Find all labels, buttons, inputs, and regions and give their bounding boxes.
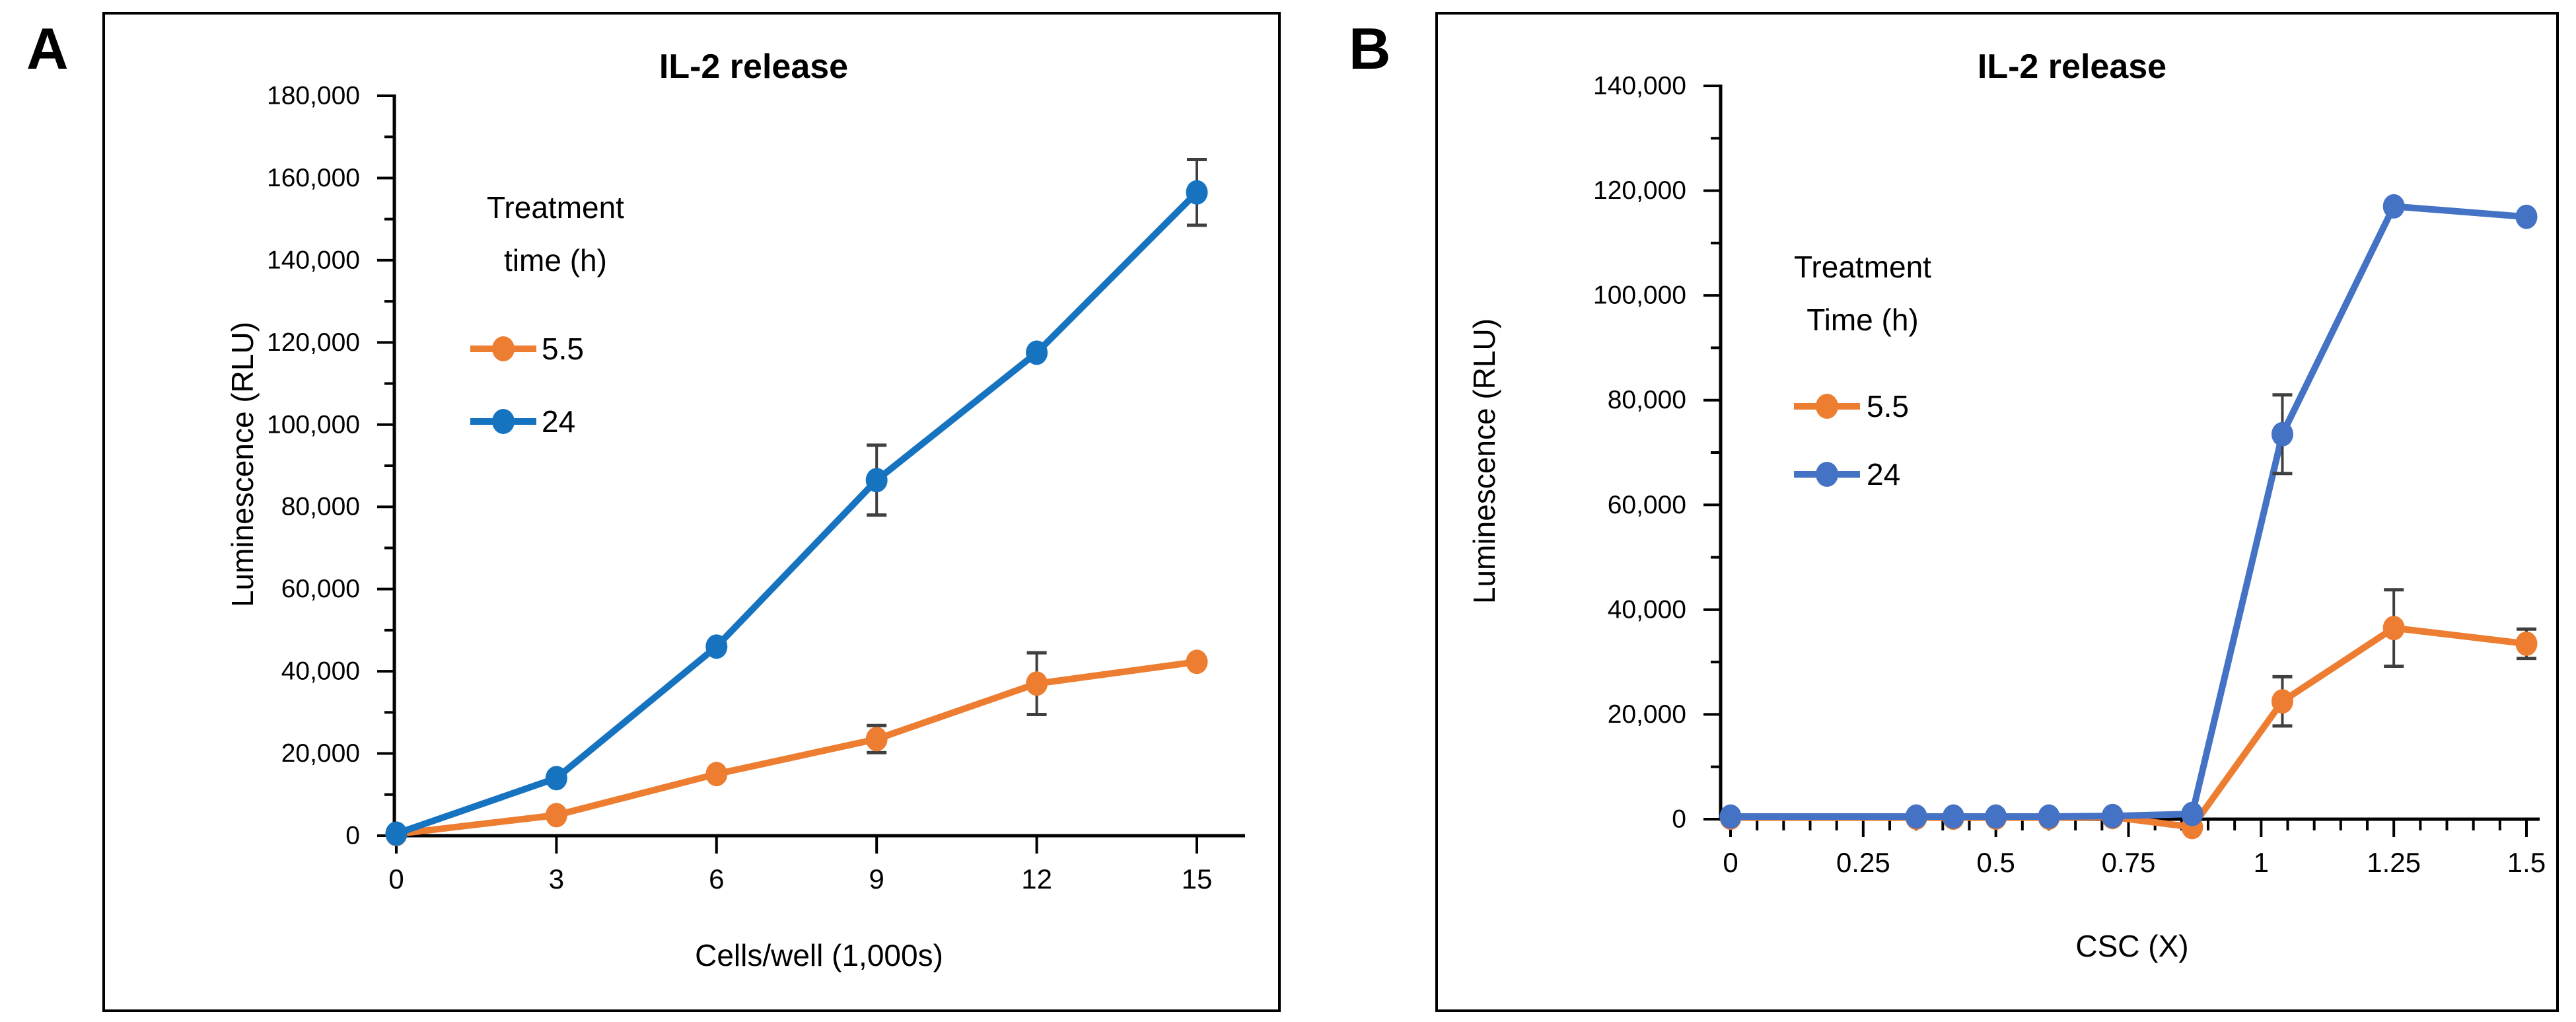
panel-a-y-tick-label: 40,000 [281, 657, 360, 686]
series-24-point [1985, 804, 2007, 829]
series-5.5-point [1026, 671, 1048, 696]
panel-b-y-tick-label: 40,000 [1608, 595, 1686, 624]
series-5.5-point [705, 762, 728, 787]
series-24-point [2101, 803, 2124, 828]
series-24-point [705, 634, 728, 659]
panel-a-y-tick-label: 160,000 [267, 164, 360, 192]
panel-a-y-tick-label: 20,000 [281, 739, 360, 768]
panel-b-y-tick-label: 120,000 [1593, 176, 1686, 205]
panel-b-x-tick-label: 0.75 [2102, 847, 2156, 878]
panel-a-x-tick-label: 12 [1021, 863, 1052, 894]
panel-b-x-tick-label: 0 [1723, 847, 1738, 878]
panel-a-x-tick-label: 3 [549, 863, 564, 894]
panel-b-y-tick-label: 80,000 [1608, 386, 1686, 414]
series-24-point [1942, 804, 1964, 829]
series-24-point [2382, 194, 2405, 219]
panel-a-y-axis-title: Luminescence (RLU) [225, 322, 260, 607]
series-24-point [1186, 180, 1208, 205]
series-24-point [1026, 340, 1048, 365]
panel-b-x-tick-label: 0.25 [1836, 847, 1890, 878]
panel-b-legend-title: Treatment [1794, 250, 1931, 284]
panel-a-frame [102, 12, 1281, 1012]
panel-b-x-tick-label: 1.5 [2507, 847, 2546, 878]
panel-b-y-tick-label: 60,000 [1608, 491, 1686, 519]
panel-a-x-tick-label: 6 [709, 863, 724, 894]
panel-b-y-tick-label: 20,000 [1608, 700, 1686, 729]
panel-a-y-tick-label: 140,000 [267, 246, 360, 274]
panel-b-y-axis-title: Luminescence (RLU) [1467, 318, 1501, 604]
panel-b-y-tick-label: 0 [1672, 805, 1686, 834]
series-5.5-point [2515, 631, 2538, 656]
panel-a-y-tick-label: 60,000 [281, 575, 360, 603]
panel-a-legend-title: time (h) [504, 243, 607, 277]
series-24-point [2271, 421, 2293, 447]
panel-a-x-tick-label: 15 [1182, 863, 1213, 894]
panel-a-x-tick-label: 0 [388, 863, 404, 894]
panel-a-x-tick-label: 9 [869, 863, 884, 894]
series-24-point [1905, 804, 1927, 829]
panel-b-legend-label: 5.5 [1867, 389, 1909, 423]
series-24-line [1731, 203, 2527, 821]
panel-a-y-tick-label: 100,000 [267, 410, 360, 439]
series-24-point [545, 766, 567, 791]
panel-b-chart-title: IL-2 release [1978, 48, 2166, 86]
panel-b-y-tick-label: 100,000 [1593, 281, 1686, 310]
panel-b-x-tick-label: 1 [2254, 847, 2269, 878]
series-24-point [865, 468, 888, 493]
series-24-point [385, 821, 408, 846]
panel-a-legend-marker [492, 409, 515, 434]
panel-b-x-tick-label: 1.25 [2367, 847, 2421, 878]
series-5.5-point [2271, 689, 2293, 714]
panel-a-y-tick-label: 120,000 [267, 328, 360, 357]
panel-b-x-axis-title: CSC (X) [2075, 929, 2188, 963]
panel-b-legend-marker [1816, 462, 1838, 487]
panel-a-y-tick-label: 180,000 [267, 82, 360, 110]
panel-a-y-tick-label: 80,000 [281, 493, 360, 521]
series-5.5-point [1186, 649, 1208, 675]
panel-a-legend-label: 24 [542, 404, 575, 439]
panel-b-x-tick-label: 0.5 [1976, 847, 2015, 878]
panel-a-x-axis-title: Cells/well (1,000s) [695, 938, 943, 972]
panel-b-legend-label: 24 [1867, 457, 1900, 492]
panel-b-frame [1435, 12, 2559, 1012]
series-5.5-line [396, 658, 1198, 838]
panel-a-y-tick-label: 0 [345, 822, 360, 850]
series-24-line [395, 190, 1199, 837]
panel-a-legend-title: Treatment [487, 190, 624, 225]
series-24-point [1719, 804, 1742, 829]
panel-a-letter: A [26, 16, 69, 81]
panel-a-legend-label: 5.5 [542, 332, 584, 366]
series-5.5-point [865, 727, 888, 752]
panel-b-legend-marker [1816, 394, 1838, 419]
panel-b-legend-title: Time (h) [1807, 303, 1919, 337]
series-5.5-point [545, 803, 567, 828]
panel-b-letter: B [1349, 16, 1391, 81]
series-24-point [2515, 204, 2538, 229]
panel-a-chart-title: IL-2 release [659, 48, 848, 86]
series-5.5-point [2382, 616, 2405, 641]
series-24-point [2181, 801, 2203, 826]
panel-a-legend-marker [492, 336, 515, 361]
series-5.5-line [1731, 624, 2527, 830]
series-24-point [2038, 804, 2060, 829]
panel-b-y-tick-label: 140,000 [1593, 72, 1686, 100]
